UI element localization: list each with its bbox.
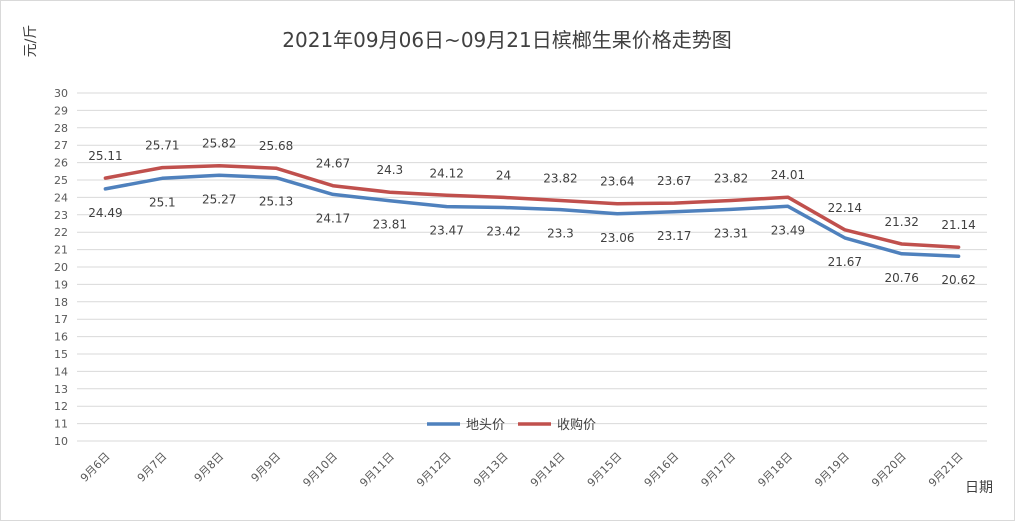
data-label: 20.62 bbox=[941, 273, 975, 287]
data-label: 24.3 bbox=[376, 163, 403, 177]
data-label: 23.49 bbox=[771, 223, 805, 237]
data-labels: 24.49 25.1 25.27 25.13 24.17 23.81 23.47 23.42 2… bbox=[88, 137, 975, 287]
y-tick-label: 25 bbox=[54, 174, 68, 187]
y-tick-label: 26 bbox=[54, 157, 68, 170]
data-label: 20.76 bbox=[885, 271, 919, 285]
x-axis-title: 日期 bbox=[965, 480, 993, 496]
x-axis-ticks: 9月6日 9月7日 9月8日 9月9日 9月10日 9月11日 9月12日 9月13日 9月14… bbox=[78, 450, 966, 490]
y-tick-label: 27 bbox=[54, 139, 68, 152]
data-label: 24.17 bbox=[316, 211, 350, 225]
data-label: 23.47 bbox=[430, 224, 464, 238]
series bbox=[103, 163, 961, 258]
data-label: 23.81 bbox=[373, 218, 407, 232]
data-label: 22.14 bbox=[828, 201, 862, 215]
data-label: 21.14 bbox=[941, 218, 975, 232]
data-label: 25.82 bbox=[202, 137, 236, 151]
x-tick-label: 9月7日 bbox=[135, 450, 170, 485]
data-label: 21.67 bbox=[828, 255, 862, 269]
data-label: 24.12 bbox=[430, 166, 464, 180]
data-label: 21.32 bbox=[885, 215, 919, 229]
y-tick-label: 30 bbox=[54, 87, 68, 100]
y-tick-label: 11 bbox=[54, 418, 68, 431]
y-tick-label: 12 bbox=[54, 400, 68, 413]
data-label: 24.01 bbox=[771, 168, 805, 182]
data-label: 24.67 bbox=[316, 157, 350, 171]
y-tick-label: 28 bbox=[54, 122, 68, 135]
x-tick-label: 9月12日 bbox=[414, 450, 454, 490]
y-axis-title: 元/斤 bbox=[23, 25, 39, 58]
y-tick-label: 21 bbox=[54, 244, 68, 257]
x-tick-label: 9月17日 bbox=[699, 450, 739, 490]
x-tick-label: 9月18日 bbox=[755, 450, 795, 490]
y-tick-label: 22 bbox=[54, 226, 68, 239]
legend: 地头价 收购价 bbox=[427, 417, 596, 433]
x-tick-label: 9月6日 bbox=[78, 450, 113, 485]
data-label: 25.71 bbox=[145, 139, 179, 153]
data-label: 24.49 bbox=[88, 206, 122, 220]
series-line-1 bbox=[103, 163, 961, 249]
x-tick-label: 9月13日 bbox=[471, 450, 511, 490]
x-tick-label: 9月8日 bbox=[192, 450, 227, 485]
data-label: 25.68 bbox=[259, 139, 293, 153]
data-label: 23.17 bbox=[657, 229, 691, 243]
y-tick-label: 14 bbox=[54, 365, 68, 378]
data-label: 23.3 bbox=[547, 227, 574, 241]
y-tick-label: 29 bbox=[54, 104, 68, 117]
x-tick-label: 9月11日 bbox=[357, 450, 397, 490]
data-label: 25.27 bbox=[202, 192, 236, 206]
y-tick-label: 23 bbox=[54, 209, 68, 222]
data-label: 23.82 bbox=[543, 172, 577, 186]
y-tick-label: 16 bbox=[54, 331, 68, 344]
x-tick-label: 9月20日 bbox=[869, 450, 909, 490]
data-label: 24 bbox=[496, 168, 511, 182]
x-tick-label: 9月19日 bbox=[812, 450, 852, 490]
y-axis-ticks: 10 11 12 13 14 15 16 17 18 19 20 21 22 23 24 25 26 27 28 29… bbox=[54, 87, 68, 448]
y-tick-label: 10 bbox=[54, 435, 68, 448]
x-tick-label: 9月16日 bbox=[642, 450, 682, 490]
x-tick-label: 9月9日 bbox=[249, 450, 284, 485]
y-tick-label: 13 bbox=[54, 383, 68, 396]
data-label: 25.13 bbox=[259, 195, 293, 209]
data-label: 23.06 bbox=[600, 231, 634, 245]
x-tick-label: 9月14日 bbox=[528, 450, 568, 490]
y-tick-label: 18 bbox=[54, 296, 68, 309]
data-label: 23.82 bbox=[714, 172, 748, 186]
data-label: 23.67 bbox=[657, 174, 691, 188]
x-tick-label: 9月10日 bbox=[300, 450, 340, 490]
x-tick-label: 9月15日 bbox=[585, 450, 625, 490]
x-tick-label: 9月21日 bbox=[926, 450, 966, 490]
y-tick-label: 20 bbox=[54, 261, 68, 274]
y-tick-label: 19 bbox=[54, 278, 68, 291]
chart-title: 2021年09月06日~09月21日槟榔生果价格走势图 bbox=[282, 28, 731, 52]
data-label: 25.1 bbox=[149, 195, 176, 209]
series-line-0 bbox=[103, 173, 961, 258]
legend-label: 地头价 bbox=[466, 418, 505, 433]
data-label: 23.64 bbox=[600, 175, 634, 189]
data-label: 25.11 bbox=[88, 149, 122, 163]
data-label: 23.42 bbox=[486, 224, 520, 238]
data-label: 23.31 bbox=[714, 226, 748, 240]
legend-label: 收购价 bbox=[557, 417, 596, 433]
y-tick-label: 15 bbox=[54, 348, 68, 361]
y-tick-label: 24 bbox=[54, 191, 68, 204]
y-tick-label: 17 bbox=[54, 313, 68, 326]
